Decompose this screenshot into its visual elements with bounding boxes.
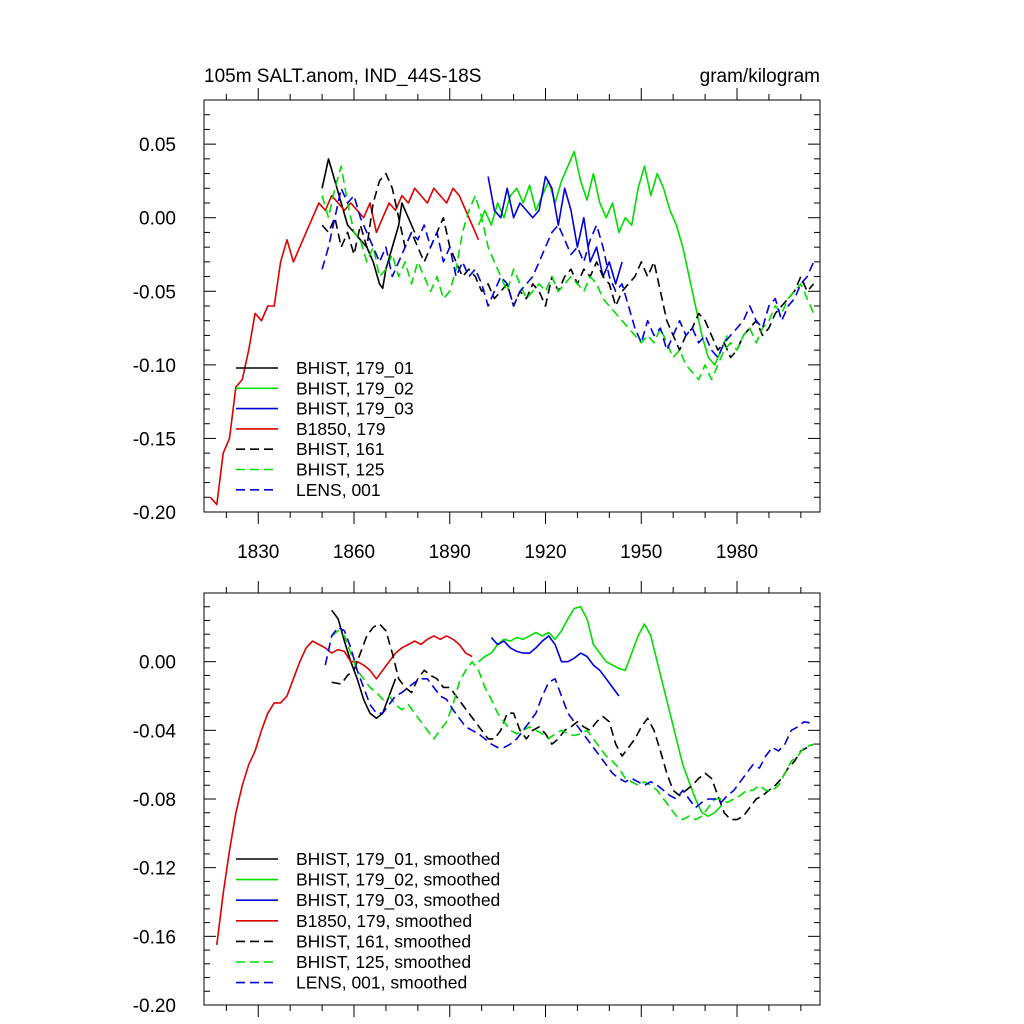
y-tick-label: -0.12: [133, 859, 176, 880]
legend-label: BHIST, 179_02, smoothed: [296, 870, 500, 891]
legend-label: BHIST, 125, smoothed: [296, 952, 471, 972]
y-tick-label: -0.04: [133, 721, 177, 742]
y-tick-label: -0.16: [133, 927, 176, 948]
series-line-2: [477, 605, 722, 817]
legend-label: LENS, 001: [296, 480, 381, 500]
legend-label: BHIST, 179_01, smoothed: [296, 849, 500, 870]
legend-label: BHIST, 179_03: [296, 399, 414, 420]
y-tick-label: -0.15: [133, 429, 176, 450]
panel-top: 105m SALT.anom, IND_44S-18S gram/kilogra…: [133, 66, 821, 563]
series-line-4: [209, 187, 480, 506]
series-line-5: [331, 623, 814, 821]
x-tick-label: 1890: [429, 542, 471, 563]
y-tick-label: -0.05: [133, 282, 176, 303]
series-line-5: [321, 172, 815, 359]
legend-label: BHIST, 179_03, smoothed: [296, 890, 500, 911]
x-tick-label: 1860: [333, 542, 375, 563]
series-line-6: [331, 630, 814, 821]
legend-label: LENS, 001, smoothed: [296, 973, 467, 993]
series-line-7: [321, 187, 815, 359]
x-tick-label: 1980: [716, 542, 758, 563]
y-tick-label: 0.00: [139, 209, 176, 230]
series-line-6: [321, 165, 815, 381]
series-line-3: [487, 175, 623, 285]
y-tick-label: 0.00: [139, 653, 176, 674]
y-tick-label: -0.20: [133, 996, 176, 1017]
y-tick-label: -0.10: [133, 356, 176, 377]
legend-label: BHIST, 179_01: [296, 358, 414, 379]
x-tick-label: 1920: [524, 542, 566, 563]
series-line-3: [490, 635, 620, 697]
legend-label: B1850, 179: [296, 419, 386, 439]
y-tick-label: -0.08: [133, 790, 176, 811]
y-tick-label: -0.20: [133, 503, 176, 524]
series-line-4: [216, 635, 473, 945]
panel-bottom: -0.20 -0.16 -0.12 -0.08 -0.04 0.00 BHIST, 179_…: [133, 581, 821, 1017]
series-line-1: [331, 609, 397, 720]
y-tick-label: 0.05: [139, 135, 176, 156]
series-line-7: [324, 626, 814, 809]
chart-title-left: 105m SALT.anom, IND_44S-18S: [204, 66, 481, 87]
legend-label: B1850, 179, smoothed: [296, 911, 472, 931]
legend-label: BHIST, 161, smoothed: [296, 931, 471, 951]
series-line-2: [477, 150, 729, 366]
legend-label: BHIST, 179_02: [296, 378, 414, 399]
x-tick-label: 1950: [620, 542, 662, 563]
x-tick-label: 1830: [237, 542, 279, 563]
legend-label: BHIST, 125: [296, 460, 385, 480]
chart-title-units: gram/kilogram: [700, 66, 820, 87]
legend-label: BHIST, 161: [296, 439, 385, 459]
